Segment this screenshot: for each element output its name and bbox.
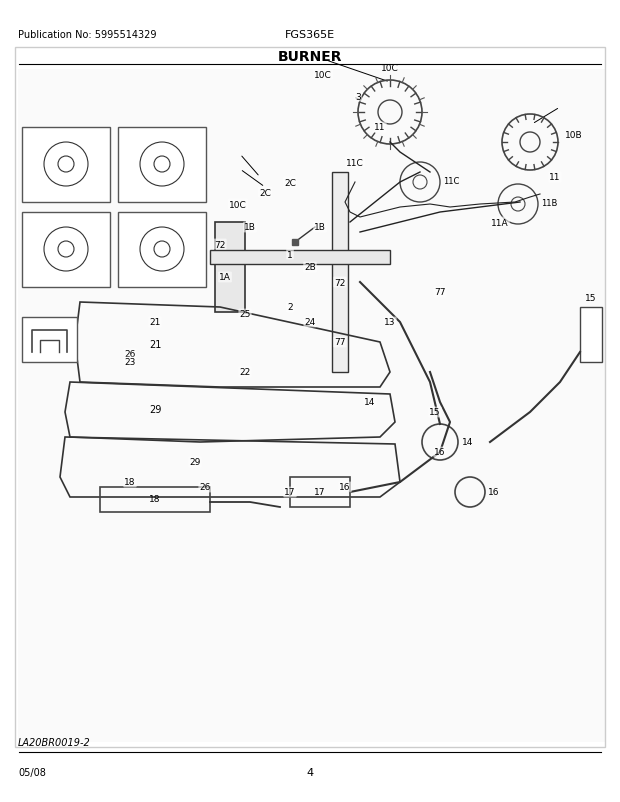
Bar — [210, 251, 390, 265]
Text: 15: 15 — [585, 294, 596, 302]
Text: 11C: 11C — [346, 158, 364, 168]
Text: 37: 37 — [25, 225, 35, 233]
Text: 1B: 1B — [314, 223, 326, 233]
Text: 44C: 44C — [58, 217, 74, 227]
Text: 18: 18 — [149, 495, 161, 504]
Bar — [15, 48, 605, 747]
Text: 21: 21 — [149, 339, 161, 350]
Text: 16: 16 — [488, 488, 500, 497]
Text: 10C: 10C — [314, 71, 332, 79]
Text: 26: 26 — [125, 350, 136, 359]
Text: 10C: 10C — [381, 64, 399, 73]
Text: 72: 72 — [334, 278, 346, 287]
Text: 72: 72 — [215, 241, 226, 249]
Text: 21: 21 — [149, 318, 161, 327]
Bar — [332, 172, 348, 373]
Text: 11B: 11B — [541, 198, 557, 207]
Text: 1A: 1A — [219, 273, 231, 282]
Text: 3: 3 — [355, 92, 361, 101]
Text: 05/08: 05/08 — [18, 767, 46, 777]
Text: 77: 77 — [334, 338, 346, 347]
Text: 1: 1 — [287, 250, 293, 259]
Text: 37: 37 — [121, 225, 131, 233]
Text: 11: 11 — [374, 124, 386, 132]
Text: 77: 77 — [434, 288, 446, 297]
Text: 16: 16 — [339, 483, 351, 492]
Bar — [22, 318, 77, 363]
Text: 10B: 10B — [565, 131, 583, 140]
Text: 10C: 10C — [229, 200, 247, 209]
Text: 29: 29 — [189, 458, 201, 467]
Bar — [118, 128, 206, 203]
Text: 13: 13 — [384, 318, 396, 327]
Text: 14: 14 — [462, 438, 474, 447]
Text: 44: 44 — [157, 217, 167, 227]
Text: 11B: 11B — [185, 186, 201, 195]
Text: 11A: 11A — [491, 218, 509, 227]
Text: Publication No: 5995514329: Publication No: 5995514329 — [18, 30, 156, 40]
Text: 11: 11 — [59, 186, 69, 195]
Text: 22: 22 — [239, 368, 250, 377]
Text: 29: 29 — [149, 404, 161, 415]
Bar — [22, 128, 110, 203]
Text: 11A: 11A — [185, 270, 201, 280]
Text: 1B: 1B — [244, 223, 256, 233]
Text: 26: 26 — [199, 483, 211, 492]
Text: 4: 4 — [306, 767, 314, 777]
Text: BURNER: BURNER — [278, 50, 342, 64]
Bar — [580, 308, 602, 363]
Text: 2B: 2B — [304, 263, 316, 272]
Text: 44C: 44C — [58, 133, 74, 142]
Bar — [22, 213, 110, 288]
Text: 15: 15 — [429, 408, 441, 417]
Text: 17: 17 — [314, 488, 326, 497]
Text: 2: 2 — [287, 303, 293, 312]
Text: 12: 12 — [27, 322, 40, 330]
Text: 11C: 11C — [443, 176, 459, 185]
Bar — [118, 213, 206, 288]
Bar — [215, 223, 245, 313]
Text: 23: 23 — [125, 358, 136, 367]
Text: 16: 16 — [434, 448, 446, 457]
Text: FGS365E: FGS365E — [285, 30, 335, 40]
Text: 37: 37 — [121, 140, 131, 149]
Text: 18: 18 — [124, 478, 136, 487]
Text: 14: 14 — [365, 398, 376, 407]
Bar — [18, 70, 605, 742]
Text: 2C: 2C — [259, 188, 271, 197]
Text: 2C: 2C — [284, 178, 296, 187]
Text: 24: 24 — [304, 318, 316, 327]
Text: 11C: 11C — [89, 270, 105, 280]
Text: 25: 25 — [239, 310, 250, 319]
Text: 11: 11 — [549, 173, 560, 182]
Text: 17: 17 — [284, 488, 296, 497]
Text: 44B: 44B — [144, 133, 160, 142]
Text: 37: 37 — [25, 140, 35, 149]
Text: LA20BR0019-2: LA20BR0019-2 — [18, 737, 91, 747]
